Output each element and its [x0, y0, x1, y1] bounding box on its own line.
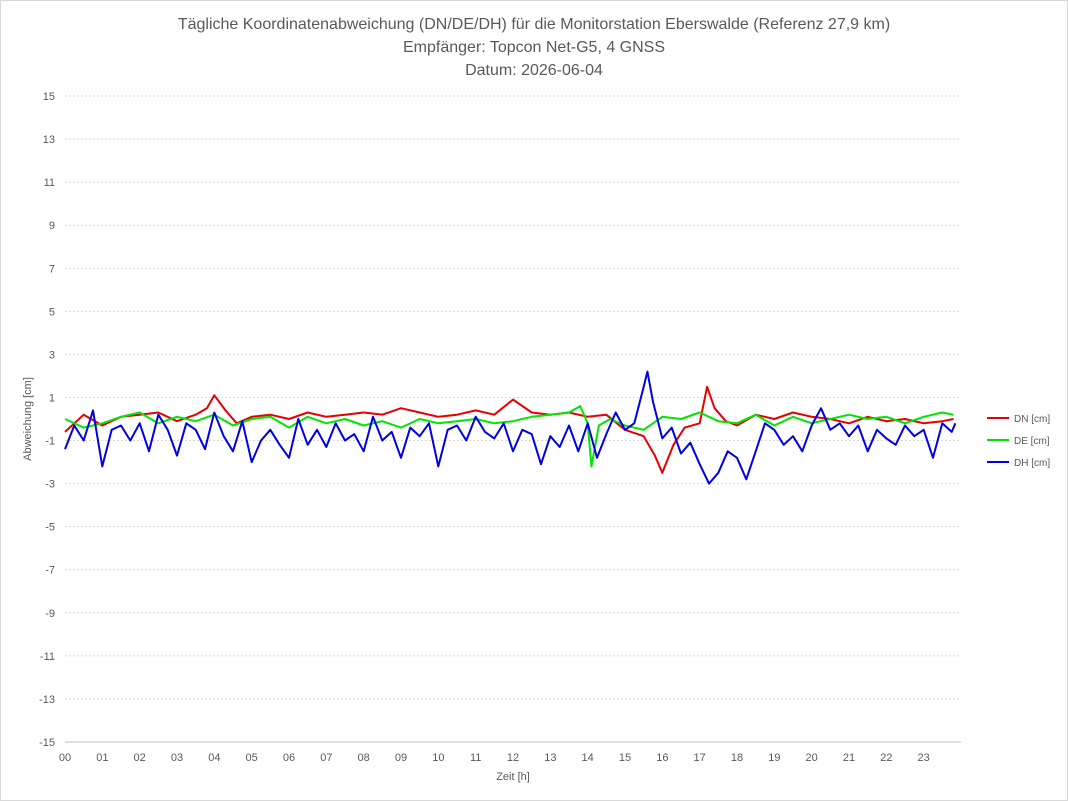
chart-title: Tägliche Koordinatenabweichung (DN/DE/DH… — [178, 16, 890, 79]
y-axis-title: Abweichung [cm] — [22, 377, 34, 461]
series-line-dh — [64, 370, 957, 485]
x-axis-title: Zeit [h] — [496, 771, 530, 783]
x-tick-label: 11 — [470, 752, 481, 764]
x-tick-label: 09 — [395, 752, 407, 764]
x-tick-label: 02 — [134, 752, 146, 764]
title-line-3: Datum: 2026-06-04 — [465, 62, 603, 79]
legend-label: DH [cm] — [1014, 458, 1050, 469]
x-tick-label: 06 — [283, 752, 295, 764]
y-tick-label: 7 — [49, 263, 55, 275]
title-line-1: Tägliche Koordinatenabweichung (DN/DE/DH… — [178, 16, 890, 33]
x-tick-label: 05 — [246, 752, 258, 764]
x-tick-label: 23 — [918, 752, 930, 764]
x-tick-label: 01 — [96, 752, 108, 764]
y-tick-label: 3 — [49, 349, 55, 361]
x-tick-label: 20 — [806, 752, 818, 764]
y-tick-label: 15 — [43, 91, 55, 103]
x-tick-label: 19 — [768, 752, 780, 764]
y-tick-label: -15 — [39, 737, 55, 749]
series-line-de — [64, 405, 954, 468]
y-tick-label: -11 — [40, 651, 55, 663]
x-tick-label: 07 — [320, 752, 332, 764]
x-tick-label: 10 — [432, 752, 444, 764]
x-tick-label: 18 — [731, 752, 743, 764]
x-tick-label: 08 — [358, 752, 370, 764]
gridlines — [65, 95, 961, 700]
y-tick-label: 11 — [44, 177, 55, 189]
series-line-dn — [64, 385, 954, 474]
x-tick-label: 21 — [843, 752, 855, 764]
y-tick-label: 13 — [43, 134, 55, 146]
y-tick-label: 1 — [49, 392, 55, 404]
x-tick-label: 03 — [171, 752, 183, 764]
y-tick-label: 9 — [49, 220, 55, 232]
legend: DN [cm] DE [cm] DH [cm] — [987, 414, 1050, 469]
legend-label: DN [cm] — [1014, 414, 1050, 425]
x-tick-label: 17 — [694, 752, 706, 764]
x-tick-label: 13 — [544, 752, 556, 764]
y-tick-label: -13 — [39, 694, 55, 706]
x-tick-label: 22 — [880, 752, 892, 764]
y-tick-label: -9 — [45, 608, 55, 620]
y-tick-labels: 15 13 11 9 7 5 3 1 -1 -3 -5 -7 -9 -11 -13 -15 — [39, 91, 55, 749]
y-tick-label: -7 — [45, 565, 55, 577]
x-tick-label: 15 — [619, 752, 631, 764]
title-line-2: Empfänger: Topcon Net-G5, 4 GNSS — [403, 39, 665, 56]
y-tick-label: -3 — [45, 479, 55, 491]
legend-label: DE [cm] — [1014, 436, 1050, 447]
x-tick-label: 12 — [507, 752, 519, 764]
x-tick-label: 04 — [208, 752, 220, 764]
y-tick-label: -5 — [45, 522, 55, 534]
y-tick-label: -1 — [45, 436, 55, 448]
x-tick-labels: 00 01 02 03 04 05 06 07 08 09 10 11 12 13 14 15 16 17 18 19… — [59, 752, 930, 764]
x-tick-label: 14 — [582, 752, 594, 764]
x-tick-label: 16 — [656, 752, 668, 764]
series-lines — [64, 370, 957, 485]
x-tick-label: 00 — [59, 752, 71, 764]
y-tick-label: 5 — [49, 306, 55, 318]
